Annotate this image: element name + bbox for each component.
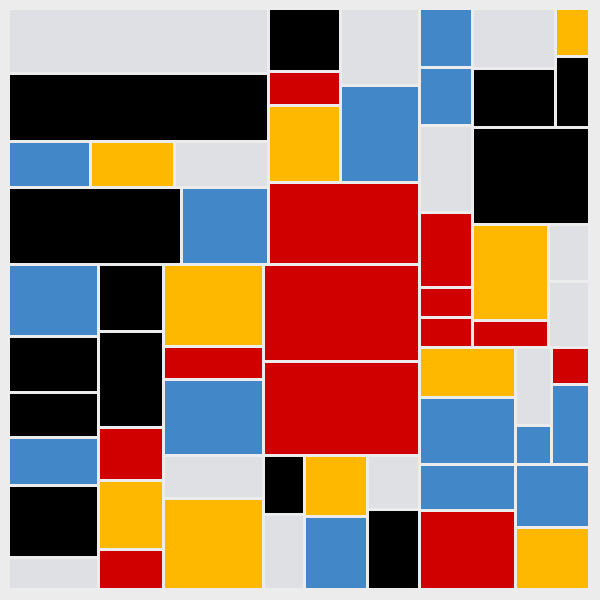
black-block <box>100 266 162 330</box>
red-block <box>270 73 339 104</box>
gray-block <box>265 516 303 588</box>
black-block <box>265 457 303 513</box>
blue-block <box>517 427 550 463</box>
blue-block <box>10 266 97 335</box>
gray-block <box>474 10 554 67</box>
blue-block <box>421 69 471 124</box>
red-block <box>474 322 547 346</box>
blue-block <box>10 143 89 186</box>
blue-block <box>10 439 97 484</box>
black-block <box>10 487 97 556</box>
black-block <box>557 58 588 126</box>
red-block <box>100 429 162 479</box>
red-block <box>421 319 471 346</box>
gray-block <box>10 10 267 72</box>
black-block <box>474 129 588 223</box>
red-block <box>265 363 418 454</box>
gray-block <box>176 143 267 186</box>
black-block <box>10 189 180 263</box>
black-block <box>369 511 418 588</box>
blue-block <box>342 87 418 181</box>
blue-block <box>165 381 262 454</box>
gray-block <box>369 457 418 508</box>
yellow-block <box>474 226 547 319</box>
red-block <box>165 348 262 378</box>
black-block <box>10 338 97 391</box>
yellow-block <box>165 266 262 345</box>
yellow-block <box>557 10 588 55</box>
red-block <box>421 289 471 316</box>
yellow-block <box>270 107 339 181</box>
red-block <box>421 512 514 588</box>
blue-block <box>183 189 267 263</box>
black-block <box>10 394 97 436</box>
black-block <box>10 75 267 140</box>
yellow-block <box>92 143 173 186</box>
gray-block <box>165 457 262 497</box>
black-block <box>474 70 554 126</box>
blue-block <box>421 10 471 66</box>
black-block <box>100 333 162 426</box>
black-block <box>270 10 339 70</box>
gray-block <box>550 226 588 280</box>
blue-block <box>517 466 588 526</box>
red-block <box>100 551 162 588</box>
gray-block <box>10 559 97 588</box>
yellow-block <box>517 529 588 588</box>
red-block <box>265 266 418 360</box>
gray-block <box>550 283 588 346</box>
yellow-block <box>165 500 262 588</box>
blue-block <box>306 518 366 588</box>
blue-block <box>421 466 514 509</box>
yellow-block <box>100 482 162 548</box>
yellow-block <box>421 349 514 396</box>
gray-block <box>517 349 550 424</box>
gray-block <box>342 10 418 84</box>
red-block <box>553 349 588 383</box>
red-block <box>270 184 418 263</box>
blue-block <box>421 399 514 463</box>
yellow-block <box>306 457 366 515</box>
blue-block <box>553 386 588 463</box>
red-block <box>421 214 471 286</box>
gray-block <box>421 127 471 211</box>
